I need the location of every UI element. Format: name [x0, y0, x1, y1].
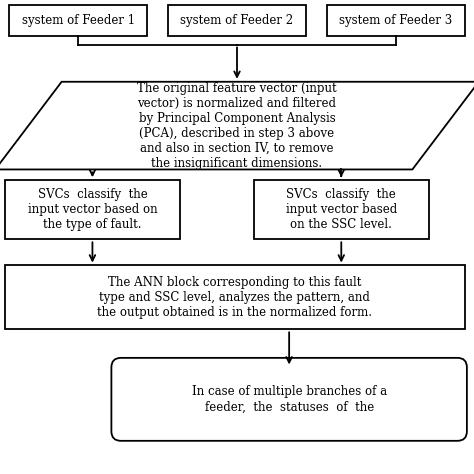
Bar — [9, 5, 147, 36]
Bar — [5, 265, 465, 329]
Bar — [5, 180, 180, 239]
Text: SVCs  classify  the
input vector based
on the SSC level.: SVCs classify the input vector based on … — [286, 188, 397, 231]
Text: The ANN block corresponding to this fault
type and SSC level, analyzes the patte: The ANN block corresponding to this faul… — [97, 276, 372, 319]
Text: The original feature vector (input
vector) is normalized and filtered
by Princip: The original feature vector (input vecto… — [137, 82, 337, 170]
Polygon shape — [0, 82, 474, 170]
Bar — [327, 5, 465, 36]
Text: system of Feeder 3: system of Feeder 3 — [339, 14, 452, 27]
Text: system of Feeder 2: system of Feeder 2 — [181, 14, 293, 27]
Bar — [254, 180, 429, 239]
Text: system of Feeder 1: system of Feeder 1 — [22, 14, 135, 27]
Text: In case of multiple branches of a
feeder,  the  statuses  of  the: In case of multiple branches of a feeder… — [191, 385, 387, 413]
FancyBboxPatch shape — [111, 358, 467, 441]
Text: SVCs  classify  the
input vector based on
the type of fault.: SVCs classify the input vector based on … — [27, 188, 157, 231]
Bar — [168, 5, 306, 36]
